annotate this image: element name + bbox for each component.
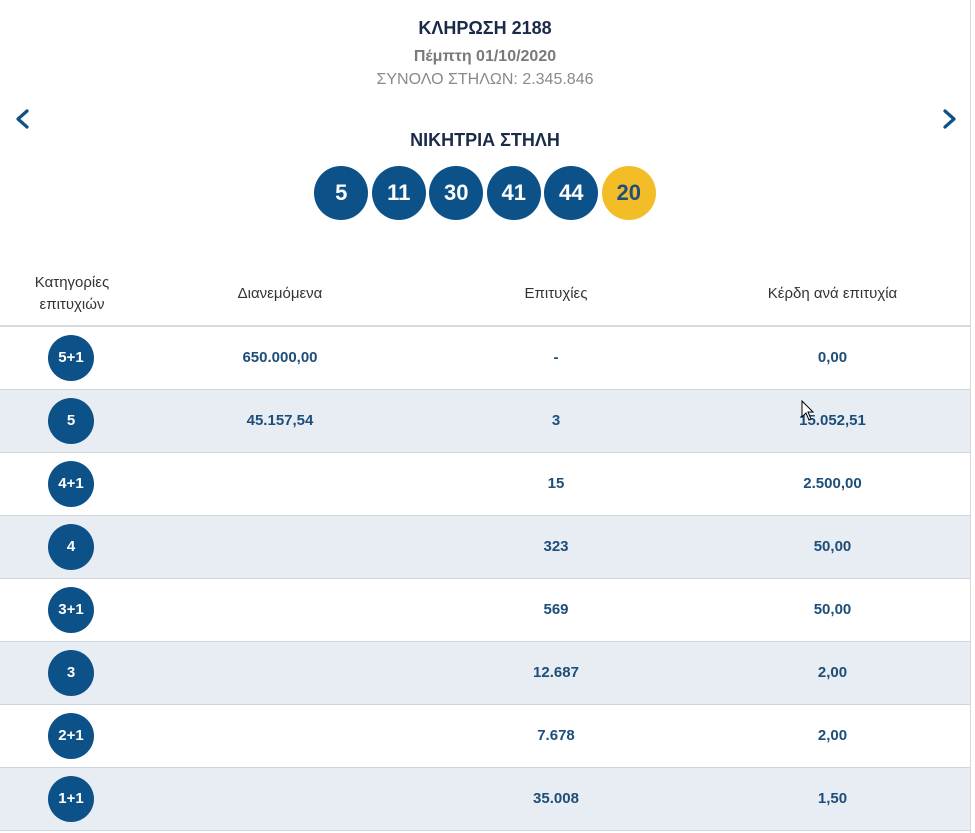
winners-value: 12.687 (533, 664, 579, 681)
winners-value: 3 (551, 412, 561, 429)
distributed-value (180, 705, 380, 767)
winning-number-ball: 5 (314, 166, 369, 220)
category-badge: 4+1 (48, 461, 94, 507)
prize-value: 15.052,51 (799, 412, 866, 429)
prize-table: Κατηγορίες επιτυχιών Διανεμόμενα Επιτυχί… (0, 263, 970, 831)
winners-value: 569 (543, 601, 569, 618)
prize-value: 50,00 (813, 601, 852, 618)
category-badge: 5 (48, 398, 94, 444)
winners-value: 15 (547, 475, 565, 492)
header-distributed: Διανεμόμενα (237, 285, 323, 302)
draw-date: Πέμπτη 01/10/2020 (413, 48, 557, 65)
category-badge: 3+1 (48, 587, 94, 633)
distributed-value (180, 516, 380, 578)
table-row: 1+1 35.008 1,50 (0, 768, 970, 831)
table-row: 4 323 50,00 (0, 516, 970, 579)
winning-number-ball: 44 (544, 166, 599, 220)
winning-number-ball: 41 (486, 166, 541, 220)
header-prize-per-winner: Κέρδη ανά επιτυχία (767, 285, 898, 302)
prize-value: 0,00 (817, 349, 848, 366)
previous-draw-button[interactable] (8, 103, 38, 135)
winning-numbers: 5 11 30 41 44 20 (0, 166, 970, 220)
table-row: 5+1 650.000,00 - 0,00 (0, 327, 970, 390)
draw-header: ΚΛΗΡΩΣΗ 2188 Πέμπτη 01/10/2020 ΣΥΝΟΛΟ ΣΤ… (0, 0, 970, 250)
next-draw-button[interactable] (935, 103, 965, 135)
distributed-value: 45.157,54 (246, 412, 314, 429)
header-categories-line2: επιτυχιών (39, 296, 105, 313)
distributed-value (180, 642, 380, 704)
prize-value: 2,00 (817, 727, 848, 744)
prize-value: 50,00 (813, 538, 852, 555)
header-categories: Κατηγορίες επιτυχιών (12, 263, 132, 325)
table-row: 5 45.157,54 3 15.052,51 (0, 390, 970, 453)
table-row: 3+1 569 50,00 (0, 579, 970, 642)
category-badge: 1+1 (48, 776, 94, 822)
category-badge: 2+1 (48, 713, 94, 759)
prize-value: 2,00 (817, 664, 848, 681)
bonus-number-ball: 20 (601, 166, 656, 220)
winners-value: 35.008 (533, 790, 579, 807)
table-header: Κατηγορίες επιτυχιών Διανεμόμενα Επιτυχί… (0, 263, 970, 327)
distributed-value (180, 579, 380, 641)
winning-number-ball: 11 (371, 166, 426, 220)
distributed-value (180, 453, 380, 515)
chevron-right-icon (943, 109, 956, 129)
winners-value: - (553, 349, 559, 366)
table-row: 2+1 7.678 2,00 (0, 705, 970, 768)
draw-total-columns: ΣΥΝΟΛΟ ΣΤΗΛΩΝ: 2.345.846 (376, 71, 594, 88)
distributed-value (180, 768, 380, 830)
header-categories-line1: Κατηγορίες (34, 274, 110, 291)
table-row: 4+1 15 2.500,00 (0, 453, 970, 516)
chevron-left-icon (16, 109, 29, 129)
category-badge: 3 (48, 650, 94, 696)
header-winners: Επιτυχίες (524, 285, 588, 302)
prize-value: 2.500,00 (803, 475, 862, 492)
table-row: 3 12.687 2,00 (0, 642, 970, 705)
winning-number-ball: 30 (429, 166, 484, 220)
distributed-value: 650.000,00 (242, 349, 318, 366)
page-right-border (970, 0, 971, 833)
winning-column-title: ΝΙΚΗΤΡΙΑ ΣΤΗΛΗ (410, 130, 560, 150)
winners-value: 323 (543, 538, 569, 555)
category-badge: 4 (48, 524, 94, 570)
prize-value: 1,50 (817, 790, 848, 807)
category-badge: 5+1 (48, 335, 94, 381)
winners-value: 7.678 (537, 727, 575, 744)
draw-title: ΚΛΗΡΩΣΗ 2188 (418, 18, 552, 38)
